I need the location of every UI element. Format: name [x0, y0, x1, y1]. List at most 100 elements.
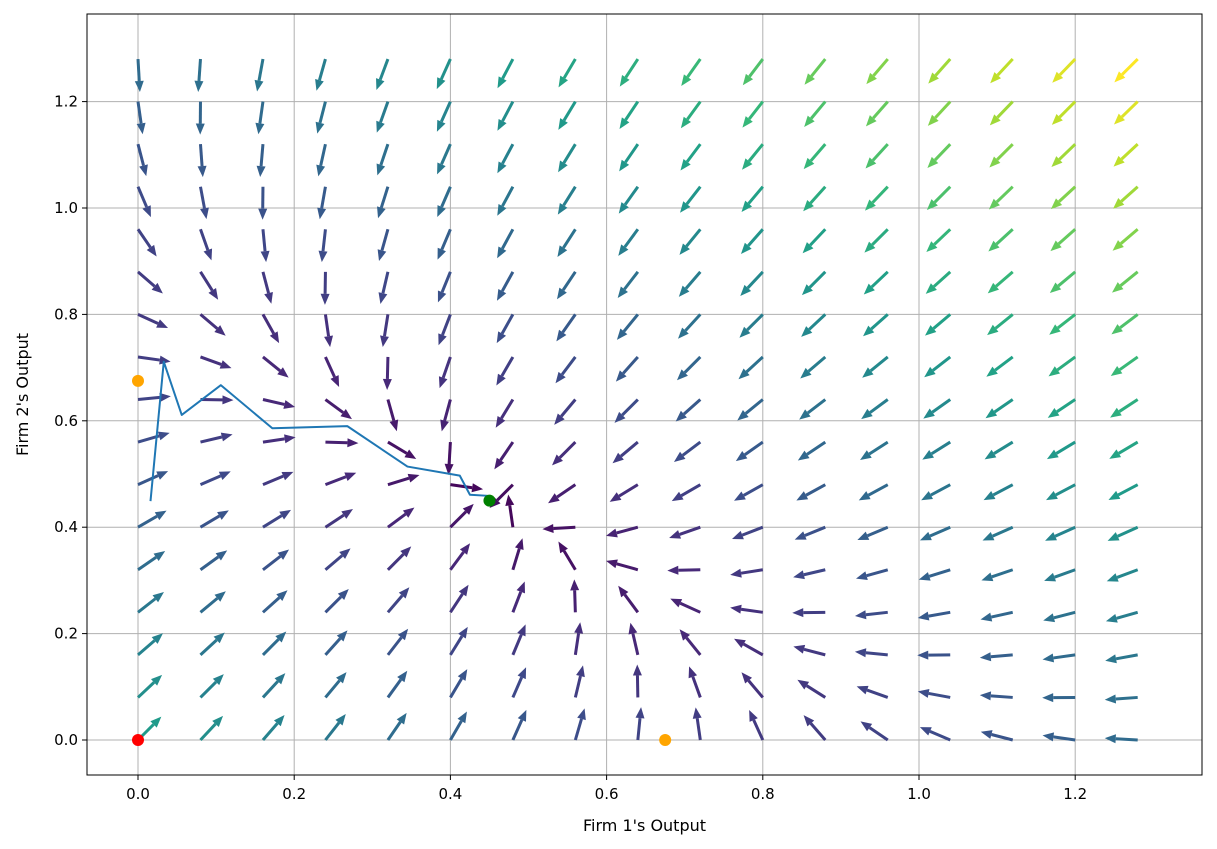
- field-arrow: [315, 58, 327, 91]
- field-arrow: [917, 650, 951, 660]
- arrow-head: [989, 156, 1001, 168]
- field-arrow: [496, 271, 515, 301]
- arrow-head: [990, 72, 1002, 84]
- arrow-head: [984, 449, 997, 460]
- field-arrow: [262, 509, 292, 529]
- arrow-head: [618, 585, 629, 598]
- arrow-shaft: [324, 595, 343, 614]
- arrow-shaft: [807, 355, 827, 373]
- arrow-shaft: [990, 653, 1013, 659]
- field-arrow: [199, 715, 224, 742]
- field-arrow: [739, 313, 764, 338]
- arrow-shaft: [1120, 143, 1139, 161]
- field-arrow: [137, 392, 171, 402]
- field-arrow: [496, 313, 515, 344]
- arrow-head: [444, 463, 454, 476]
- field-arrow: [863, 313, 889, 337]
- arrow-head: [740, 242, 752, 255]
- arrow-shaft: [324, 721, 341, 741]
- arrow-shaft: [500, 271, 515, 292]
- arrow-head: [558, 118, 568, 130]
- field-arrow: [740, 270, 764, 296]
- arrow-head: [440, 419, 449, 432]
- field-arrow: [669, 525, 701, 539]
- arrow-head: [407, 473, 420, 483]
- y-tick-label: 0.0: [54, 731, 78, 749]
- arrow-shaft: [1056, 398, 1077, 413]
- field-arrow: [376, 58, 390, 90]
- arrow-head: [632, 664, 642, 676]
- arrow-shaft: [867, 483, 889, 497]
- arrow-shaft: [199, 680, 218, 699]
- field-arrow: [377, 228, 390, 262]
- field-arrow: [194, 58, 204, 92]
- arrow-shaft: [324, 513, 345, 529]
- field-arrow: [1046, 440, 1076, 460]
- field-arrow: [989, 143, 1014, 168]
- field-arrow: [261, 631, 287, 656]
- arrow-head: [517, 624, 526, 637]
- field-arrow: [742, 58, 764, 86]
- arrow-shaft: [261, 271, 271, 294]
- arrow-head: [139, 164, 148, 177]
- arrow-shaft: [868, 440, 889, 456]
- arrow-shaft: [387, 440, 408, 455]
- arrow-head: [396, 712, 407, 725]
- arrow-shaft: [928, 568, 951, 578]
- arrow-shaft: [511, 719, 524, 741]
- arrow-shaft: [136, 228, 152, 249]
- arrow-head: [619, 159, 630, 172]
- arrow-head: [980, 612, 993, 622]
- field-arrow: [386, 587, 410, 614]
- vector-field: [134, 57, 1139, 744]
- x-axis-label: Firm 1's Output: [583, 816, 706, 835]
- y-axis-ticks: 0.0 0.2 0.4 0.6 0.8 1.0 1.2: [54, 93, 87, 749]
- arrow-shaft: [805, 684, 827, 699]
- arrow-shaft: [866, 568, 889, 578]
- arrow-head: [555, 371, 566, 384]
- arrow-shaft: [320, 186, 327, 209]
- arrow-shaft: [199, 228, 210, 251]
- arrow-head: [1105, 613, 1118, 623]
- arrow-shaft: [501, 143, 515, 165]
- field-arrow: [558, 541, 577, 571]
- arrow-head: [377, 206, 386, 219]
- arrow-shaft: [562, 58, 577, 79]
- arrow-shaft: [745, 355, 764, 373]
- arrow-shaft: [679, 525, 701, 536]
- field-arrow: [199, 471, 231, 487]
- field-arrow: [675, 398, 702, 422]
- arrow-shaft: [746, 270, 764, 289]
- field-arrow: [740, 228, 764, 255]
- arrow-head: [277, 367, 289, 378]
- arrow-head: [400, 546, 412, 558]
- arrow-shaft: [450, 483, 473, 490]
- arrow-shaft: [319, 143, 327, 166]
- arrow-head: [152, 591, 164, 603]
- arrow-head: [376, 78, 385, 90]
- arrow-shaft: [573, 632, 581, 656]
- field-arrow: [919, 727, 951, 742]
- field-arrow: [984, 440, 1014, 460]
- field-arrow: [449, 503, 474, 529]
- arrow-shaft: [449, 677, 463, 699]
- arrow-head: [680, 116, 691, 129]
- arrow-head: [557, 245, 568, 257]
- arrow-shaft: [929, 730, 951, 742]
- arrow-head: [336, 630, 348, 642]
- arrow-head: [274, 673, 286, 685]
- field-arrow: [199, 632, 225, 656]
- arrow-shaft: [933, 143, 952, 162]
- arrow-shaft: [1117, 525, 1139, 538]
- arrow-head: [678, 285, 690, 297]
- field-arrow: [794, 525, 826, 540]
- arrow-shaft: [624, 58, 640, 79]
- arrow-head: [156, 471, 169, 480]
- arrow-shaft: [136, 681, 156, 699]
- arrow-head: [797, 679, 810, 690]
- arrow-shaft: [387, 512, 407, 529]
- field-arrow: [928, 58, 952, 84]
- field-arrow: [734, 638, 764, 657]
- arrow-head: [742, 116, 753, 128]
- arrow-shaft: [199, 313, 219, 330]
